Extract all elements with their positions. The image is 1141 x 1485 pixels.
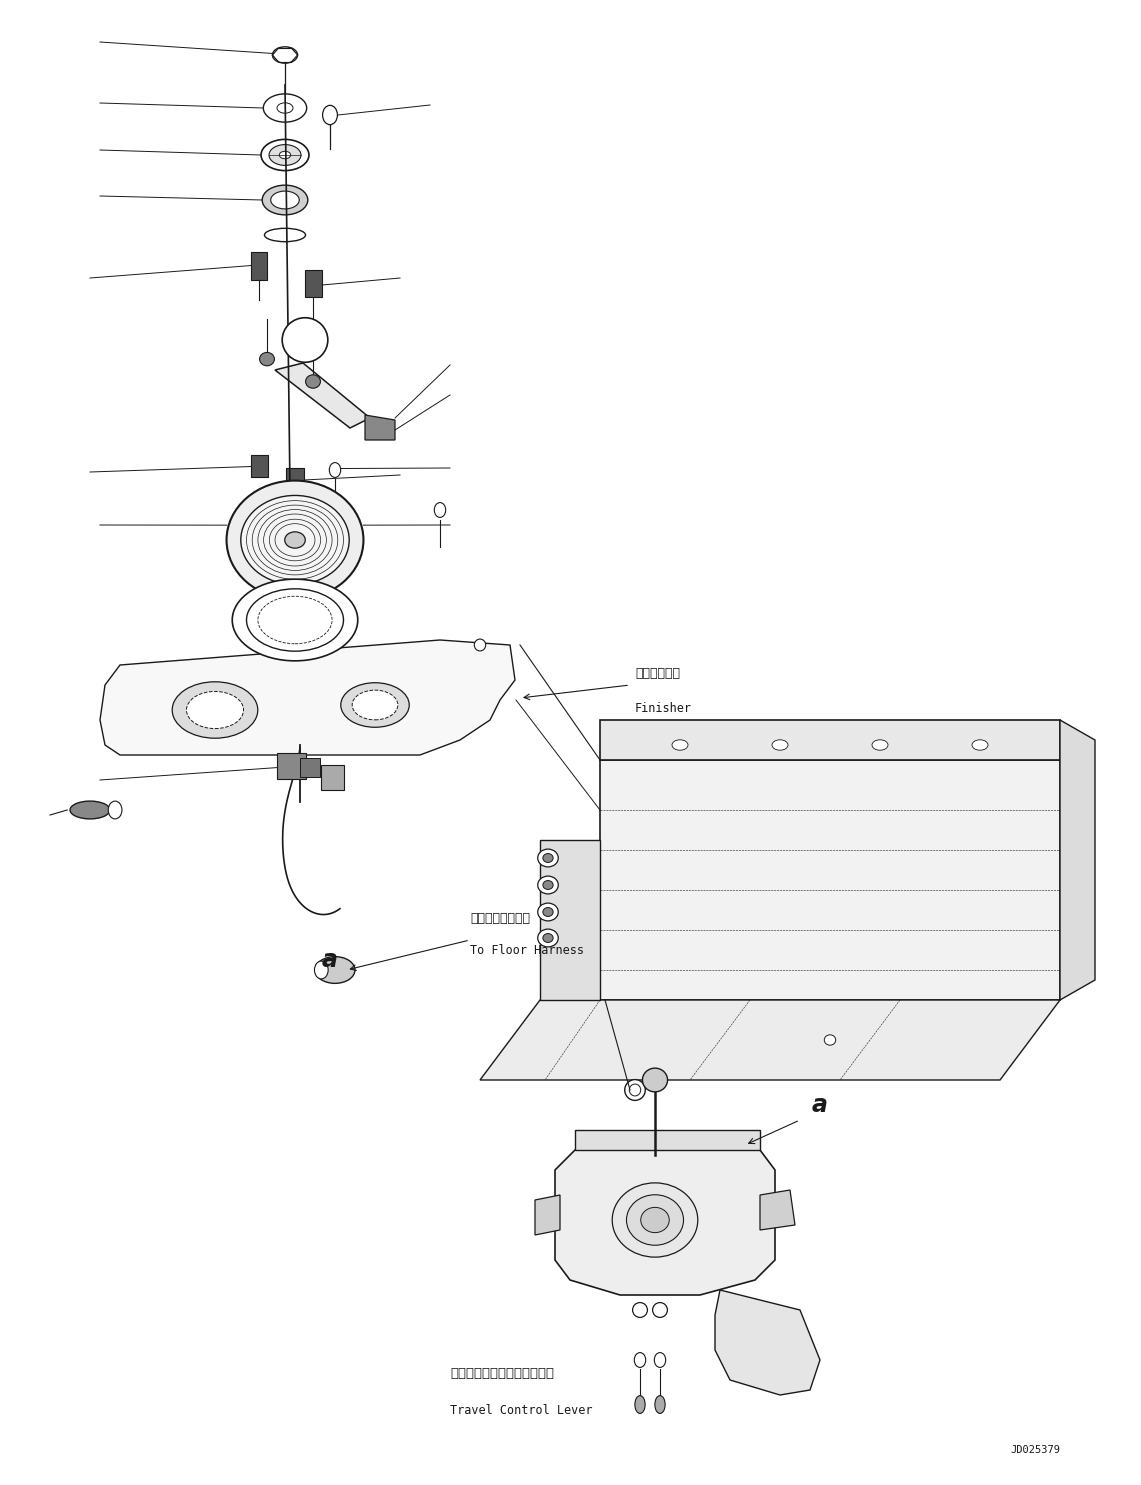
Ellipse shape: [537, 876, 558, 894]
Text: a: a: [812, 1093, 828, 1117]
Text: フィニッシャ: フィニッシャ: [636, 667, 680, 680]
Ellipse shape: [655, 1396, 665, 1414]
Polygon shape: [365, 414, 395, 440]
Ellipse shape: [475, 639, 486, 650]
Ellipse shape: [435, 502, 446, 517]
Polygon shape: [535, 1195, 560, 1236]
Text: To Floor Harness: To Floor Harness: [470, 944, 584, 958]
Ellipse shape: [285, 532, 306, 548]
Polygon shape: [286, 468, 305, 489]
Polygon shape: [540, 841, 600, 999]
Ellipse shape: [233, 579, 358, 661]
Polygon shape: [600, 720, 1060, 760]
Ellipse shape: [625, 1080, 646, 1100]
Ellipse shape: [537, 849, 558, 867]
Ellipse shape: [246, 590, 343, 652]
Polygon shape: [100, 640, 515, 754]
Polygon shape: [715, 1290, 820, 1394]
Ellipse shape: [626, 1195, 683, 1246]
Polygon shape: [600, 760, 1060, 999]
Polygon shape: [321, 765, 343, 790]
Polygon shape: [277, 753, 306, 780]
Polygon shape: [251, 454, 268, 477]
Polygon shape: [251, 252, 267, 281]
Polygon shape: [480, 999, 1060, 1080]
Ellipse shape: [330, 462, 341, 477]
Ellipse shape: [280, 151, 291, 159]
Ellipse shape: [227, 481, 364, 600]
Polygon shape: [300, 759, 321, 778]
Ellipse shape: [323, 105, 338, 125]
Text: Finisher: Finisher: [636, 702, 691, 716]
Ellipse shape: [613, 1184, 698, 1258]
Ellipse shape: [634, 1353, 646, 1368]
Ellipse shape: [282, 318, 327, 362]
Ellipse shape: [872, 740, 888, 750]
Text: Travel Control Lever: Travel Control Lever: [450, 1403, 592, 1417]
Text: フロアハーネスへ: フロアハーネスへ: [470, 912, 531, 925]
Ellipse shape: [264, 94, 307, 122]
Ellipse shape: [108, 800, 122, 818]
Ellipse shape: [632, 1302, 647, 1317]
Ellipse shape: [972, 740, 988, 750]
Ellipse shape: [265, 229, 306, 242]
Ellipse shape: [172, 682, 258, 738]
Ellipse shape: [315, 961, 329, 979]
Ellipse shape: [273, 48, 298, 64]
Polygon shape: [760, 1189, 795, 1230]
Ellipse shape: [269, 144, 301, 165]
Text: トラベルコントロールレバー: トラベルコントロールレバー: [450, 1368, 555, 1380]
Polygon shape: [305, 270, 322, 297]
Ellipse shape: [543, 881, 553, 890]
Ellipse shape: [261, 140, 309, 171]
Ellipse shape: [537, 930, 558, 947]
Ellipse shape: [634, 1396, 645, 1414]
Ellipse shape: [315, 956, 355, 983]
Ellipse shape: [543, 854, 553, 863]
Ellipse shape: [353, 691, 398, 720]
Ellipse shape: [653, 1302, 667, 1317]
Ellipse shape: [306, 374, 321, 388]
Text: JD025379: JD025379: [1010, 1445, 1060, 1455]
Ellipse shape: [258, 597, 332, 644]
Ellipse shape: [537, 903, 558, 921]
Polygon shape: [555, 1149, 775, 1295]
Ellipse shape: [260, 352, 275, 365]
Ellipse shape: [543, 907, 553, 916]
Ellipse shape: [642, 1068, 667, 1091]
Ellipse shape: [641, 1207, 670, 1233]
Ellipse shape: [186, 692, 243, 729]
Text: a: a: [322, 947, 338, 973]
Polygon shape: [275, 362, 370, 428]
Polygon shape: [575, 1130, 760, 1149]
Ellipse shape: [654, 1353, 665, 1368]
Ellipse shape: [341, 683, 410, 728]
Ellipse shape: [241, 496, 349, 585]
Ellipse shape: [672, 740, 688, 750]
Polygon shape: [1060, 720, 1095, 999]
Ellipse shape: [262, 186, 308, 215]
Ellipse shape: [70, 800, 110, 818]
Ellipse shape: [772, 740, 788, 750]
Ellipse shape: [543, 934, 553, 943]
Ellipse shape: [277, 102, 293, 113]
Ellipse shape: [270, 192, 299, 209]
Ellipse shape: [630, 1084, 641, 1096]
Ellipse shape: [824, 1035, 835, 1045]
